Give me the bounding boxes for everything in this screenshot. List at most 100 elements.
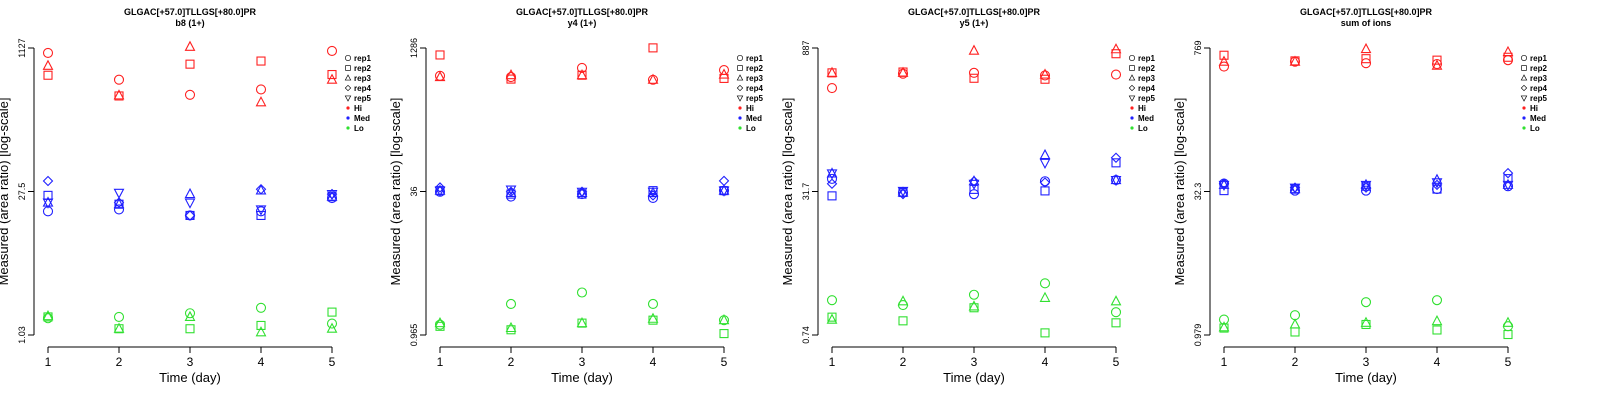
- legend-marker-rep4: [736, 84, 744, 92]
- legend-label: rep2: [1530, 64, 1547, 73]
- legend-dot-hi: [1522, 106, 1526, 110]
- point-lo-rep3: [647, 312, 659, 323]
- y-tick-label: 0.965: [409, 324, 419, 347]
- point-med-rep1: [826, 173, 838, 184]
- point-hi-rep2: [1219, 50, 1229, 60]
- point-lo-rep2: [506, 325, 516, 335]
- point-lo-rep3: [576, 316, 588, 328]
- point-med-rep5: [826, 169, 838, 180]
- point-hi-rep2: [43, 70, 53, 80]
- x-tick-label: 1: [45, 355, 52, 369]
- point-lo-rep2: [327, 307, 337, 317]
- point-hi-rep2: [648, 43, 658, 53]
- point-lo-rep3: [1289, 318, 1301, 329]
- data-points: [42, 40, 338, 337]
- legend-label: Med: [1530, 114, 1546, 123]
- point-med-rep5: [647, 187, 659, 198]
- point-lo-rep1: [1360, 297, 1372, 308]
- point-lo-rep2: [969, 303, 979, 313]
- y-tick-label: 0.74: [801, 326, 811, 344]
- point-med-rep5: [1360, 180, 1372, 192]
- legend-marker-rep4: [344, 84, 352, 92]
- point-hi-rep1: [826, 82, 838, 94]
- point-med-rep2: [648, 186, 658, 196]
- point-hi-rep2: [256, 56, 266, 66]
- point-med-rep4: [184, 210, 196, 221]
- legend-label: rep1: [1530, 54, 1547, 63]
- legend-label: rep5: [1138, 94, 1155, 103]
- legend-marker-rep5: [1128, 95, 1136, 102]
- point-med-rep2: [1432, 184, 1442, 194]
- legend-dot-lo: [346, 126, 350, 130]
- point-med-rep3: [826, 167, 838, 178]
- point-lo-rep3: [1431, 314, 1443, 326]
- point-med-rep4: [42, 175, 54, 187]
- data-points: [434, 43, 730, 339]
- point-med-rep2: [256, 210, 266, 221]
- legend-label: rep2: [1138, 64, 1155, 73]
- legend-label: Hi: [354, 104, 362, 113]
- legend-label: Hi: [746, 104, 754, 113]
- point-med-rep5: [968, 179, 980, 190]
- x-tick-label: 1: [1221, 355, 1228, 369]
- point-hi-rep1: [576, 62, 588, 73]
- point-lo-rep3: [826, 313, 838, 324]
- legend-label: rep5: [354, 94, 371, 103]
- point-med-rep5: [897, 186, 909, 198]
- data-points: [1218, 42, 1514, 340]
- x-tick-label: 5: [1505, 355, 1512, 369]
- point-med-rep5: [1039, 158, 1051, 170]
- axes: 1 2 3 4 5 0.74 31.7 887: [801, 40, 1120, 369]
- x-tick-label: 3: [579, 355, 586, 369]
- point-lo-rep3: [1502, 316, 1514, 327]
- point-hi-rep3: [434, 70, 446, 82]
- x-axis-title: Time (day): [943, 370, 1005, 385]
- point-hi-rep1: [1218, 61, 1230, 72]
- point-hi-rep1: [968, 67, 980, 78]
- point-lo-rep3: [326, 322, 338, 333]
- point-hi-rep1: [326, 45, 338, 56]
- point-hi-rep3: [326, 73, 338, 84]
- point-lo-rep1: [1431, 295, 1443, 306]
- x-tick-label: 1: [829, 355, 836, 369]
- y-tick-label: 769: [1193, 40, 1203, 55]
- legend-label: Med: [354, 114, 370, 123]
- legend-label: rep3: [1138, 74, 1155, 83]
- x-tick-label: 3: [971, 355, 978, 369]
- point-hi-rep3: [647, 73, 659, 84]
- legend-label: Med: [1138, 114, 1154, 123]
- point-med-rep3: [184, 187, 196, 199]
- legend-label: rep4: [1530, 84, 1547, 93]
- point-lo-rep3: [718, 313, 730, 325]
- point-med-rep4: [1110, 152, 1122, 164]
- point-med-rep4: [434, 182, 446, 193]
- point-med-rep5: [1502, 180, 1514, 192]
- legend-label: rep1: [746, 54, 763, 63]
- point-med-rep2: [506, 189, 516, 199]
- y-tick-label: 1286: [409, 38, 419, 58]
- point-lo-rep1: [326, 318, 338, 329]
- legend-dot-med: [738, 116, 742, 120]
- point-hi-rep2: [1040, 74, 1050, 84]
- point-lo-rep3: [897, 295, 909, 306]
- legend-marker-rep2: [737, 65, 743, 71]
- legend-label: Lo: [354, 124, 364, 133]
- legend-label: Lo: [1530, 124, 1540, 133]
- point-med-rep5: [1110, 175, 1122, 187]
- legend-label: Med: [746, 114, 762, 123]
- point-lo-rep2: [827, 312, 837, 322]
- legend-label: Hi: [1138, 104, 1146, 113]
- x-tick-label: 2: [900, 355, 907, 369]
- legend-dot-med: [1130, 116, 1134, 120]
- point-med-rep5: [505, 185, 517, 196]
- x-axis-title: Time (day): [551, 370, 613, 385]
- legend-marker-rep3: [1520, 74, 1528, 81]
- axes: 1 2 3 4 5 0.965 36 1286: [409, 38, 728, 369]
- point-lo-rep2: [43, 312, 53, 322]
- point-lo-rep1: [1110, 307, 1122, 318]
- point-hi-rep1: [1502, 55, 1514, 66]
- legend-marker-rep2: [1521, 65, 1527, 71]
